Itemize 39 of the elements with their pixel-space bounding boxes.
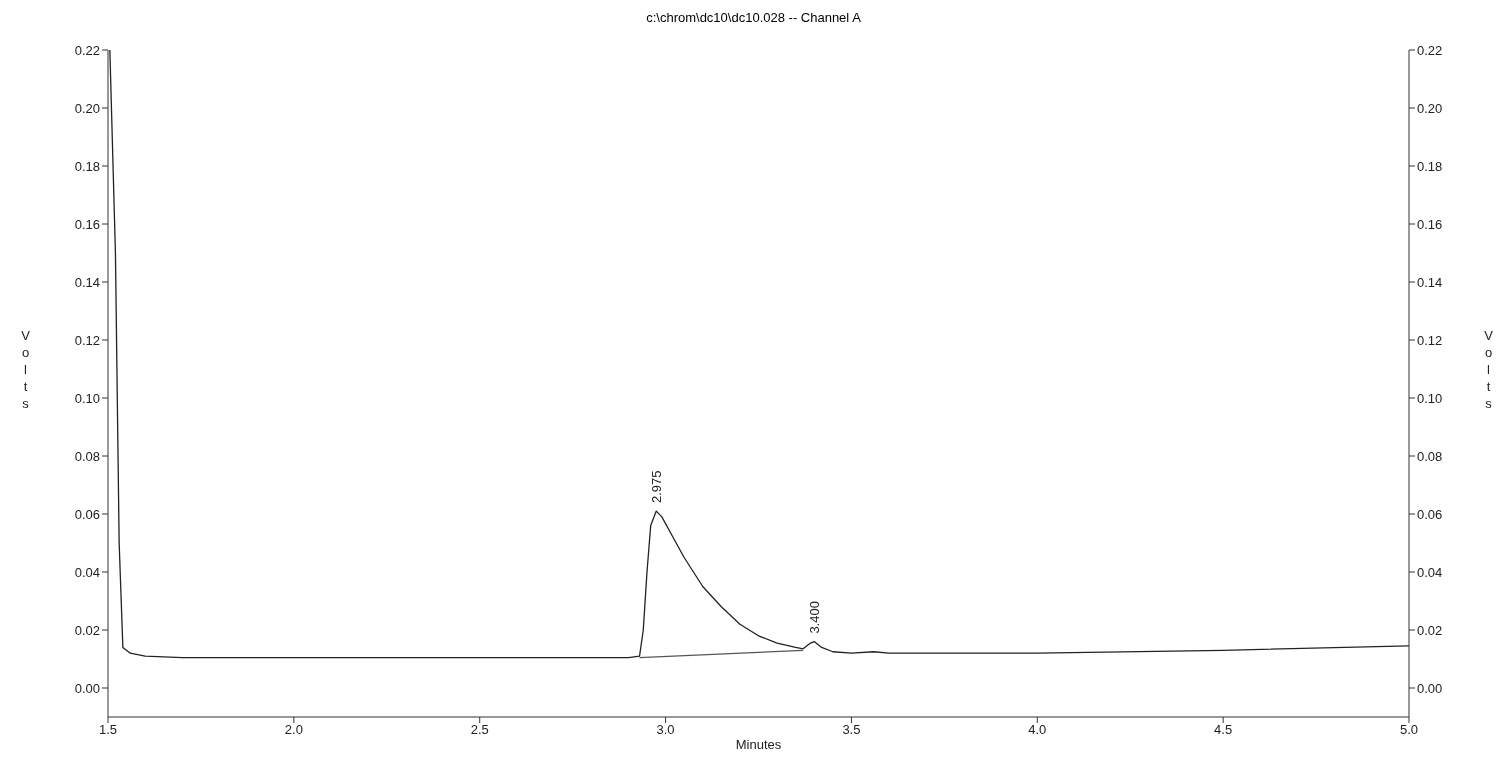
- y-tick-label: 0.08: [74, 448, 100, 464]
- y-tick-label: 0.22: [74, 42, 100, 58]
- x-tick-label: 4.0: [1028, 722, 1047, 738]
- y2-tick-label: 0.08: [1417, 448, 1443, 464]
- y-tick-label: 0.14: [74, 274, 100, 290]
- y-axis-title: Volts: [18, 328, 33, 413]
- line-series: [109, 50, 1409, 659]
- y2-tick-label: 0.10: [1417, 390, 1443, 406]
- y2-tick-label: 0.12: [1417, 332, 1443, 348]
- x-tick-label: 4.5: [1214, 722, 1233, 738]
- x-tick-label: 5.0: [1399, 722, 1419, 738]
- chart-title: c:\chrom\dc10\dc10.028 -- Channel A: [645, 10, 862, 25]
- y-tick-label: 0.02: [74, 622, 100, 638]
- y2-tick-label: 0.06: [1417, 506, 1443, 522]
- y2-tick-label: 0.22: [1417, 42, 1443, 58]
- x-tick-label: 2.5: [470, 722, 489, 738]
- y-tick-label: 0.04: [74, 564, 100, 580]
- y2-tick-label: 0.14: [1417, 274, 1443, 290]
- y-tick-label: 0.16: [74, 216, 100, 232]
- y2-tick-label: 0.18: [1417, 158, 1443, 174]
- y-tick-label: 0.06: [74, 506, 100, 522]
- annotation: 2.975: [649, 470, 665, 504]
- y-tick-label: 0.20: [74, 100, 100, 116]
- y2-axis-title: Volts: [1481, 328, 1496, 413]
- x-tick-label: 2.0: [284, 722, 303, 738]
- x-tick-label: 1.5: [98, 722, 118, 738]
- y2-tick-label: 0.00: [1417, 680, 1443, 696]
- y-tick-label: 0.12: [74, 332, 100, 348]
- x-tick-label: 3.0: [656, 722, 675, 738]
- y2-tick-label: 0.16: [1417, 216, 1443, 232]
- y-tick-label: 0.10: [74, 390, 100, 406]
- y2-tick-label: 0.04: [1417, 564, 1443, 580]
- x-axis-title: Minutes: [735, 737, 782, 752]
- x-tick-label: 3.5: [842, 722, 861, 738]
- y2-tick-label: 0.20: [1417, 100, 1443, 116]
- y-tick-label: 0.00: [74, 680, 100, 696]
- y-tick-label: 0.18: [74, 158, 100, 174]
- annotation: 3.400: [807, 601, 823, 634]
- y2-tick-label: 0.02: [1417, 622, 1443, 638]
